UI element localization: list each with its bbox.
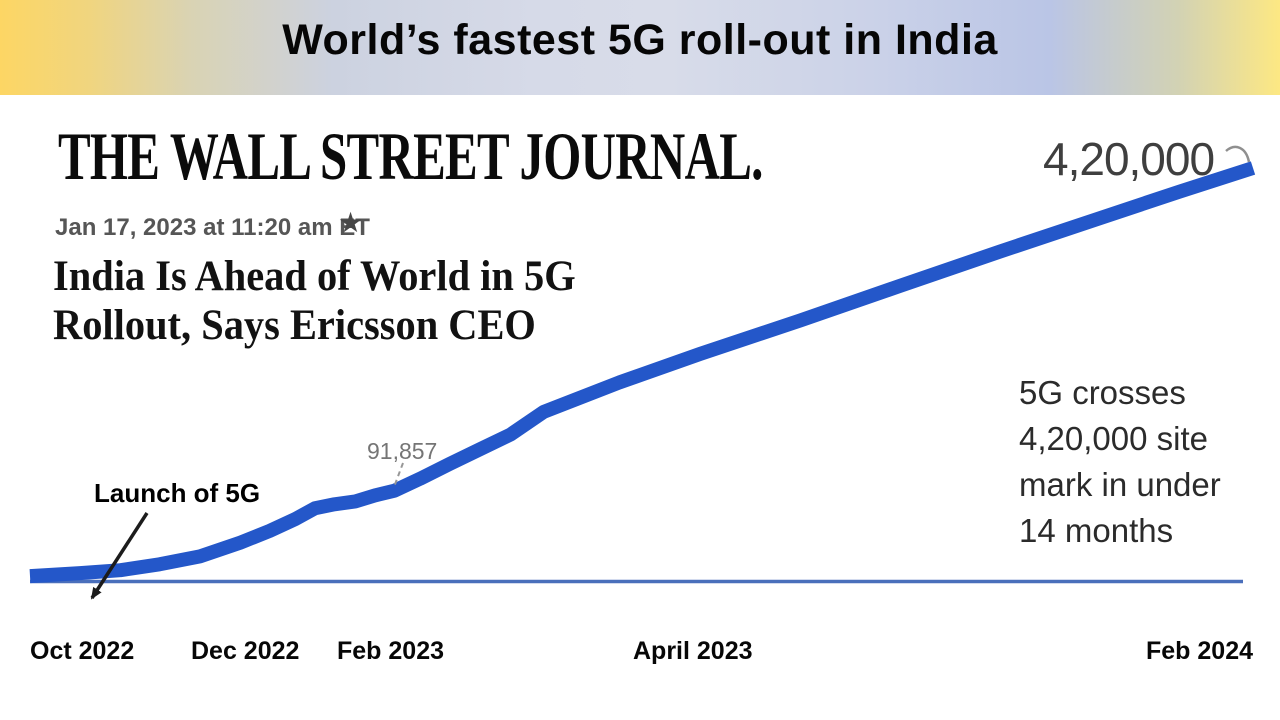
headline-line-2: Rollout, Says Ericsson CEO	[53, 302, 536, 349]
x-tick-label-feb-2024: Feb 2024	[1146, 637, 1254, 665]
headline-line-1: India Is Ahead of World in 5G	[53, 253, 576, 300]
launch-annotation: Launch of 5G	[94, 478, 261, 508]
article-headline: India Is Ahead of World in 5G Rollout, S…	[53, 252, 576, 350]
x-tick-label-dec-2022: Dec 2022	[191, 637, 300, 665]
callout-line-2: 4,20,000 site	[1019, 420, 1208, 457]
mid-value-label: 91,857	[367, 438, 438, 464]
x-tick-label-april-2023: April 2023	[633, 637, 753, 665]
growth-callout: 5G crosses 4,20,000 site mark in under 1…	[1019, 370, 1221, 554]
star-icon: ★	[338, 207, 364, 238]
callout-line-1: 5G crosses	[1019, 374, 1186, 411]
x-tick-label-oct-2022: Oct 2022	[30, 637, 135, 665]
peak-label-connector	[1225, 145, 1251, 163]
mid-label-connector	[393, 462, 404, 488]
callout-line-3: mark in under	[1019, 466, 1221, 503]
banner: World’s fastest 5G roll-out in India	[0, 0, 1280, 95]
launch-arrow	[90, 512, 149, 600]
callout-line-4: 14 months	[1019, 512, 1174, 549]
banner-title: World’s fastest 5G roll-out in India	[282, 16, 998, 64]
x-tick-label-feb-2023: Feb 2023	[337, 637, 445, 665]
wsj-masthead: THE WALL STREET JOURNAL.	[58, 118, 763, 194]
trend-line	[29, 161, 1256, 584]
dateline: Jan 17, 2023 at 11:20 am ET	[55, 214, 370, 241]
peak-value-label: 4,20,000	[1043, 133, 1215, 185]
